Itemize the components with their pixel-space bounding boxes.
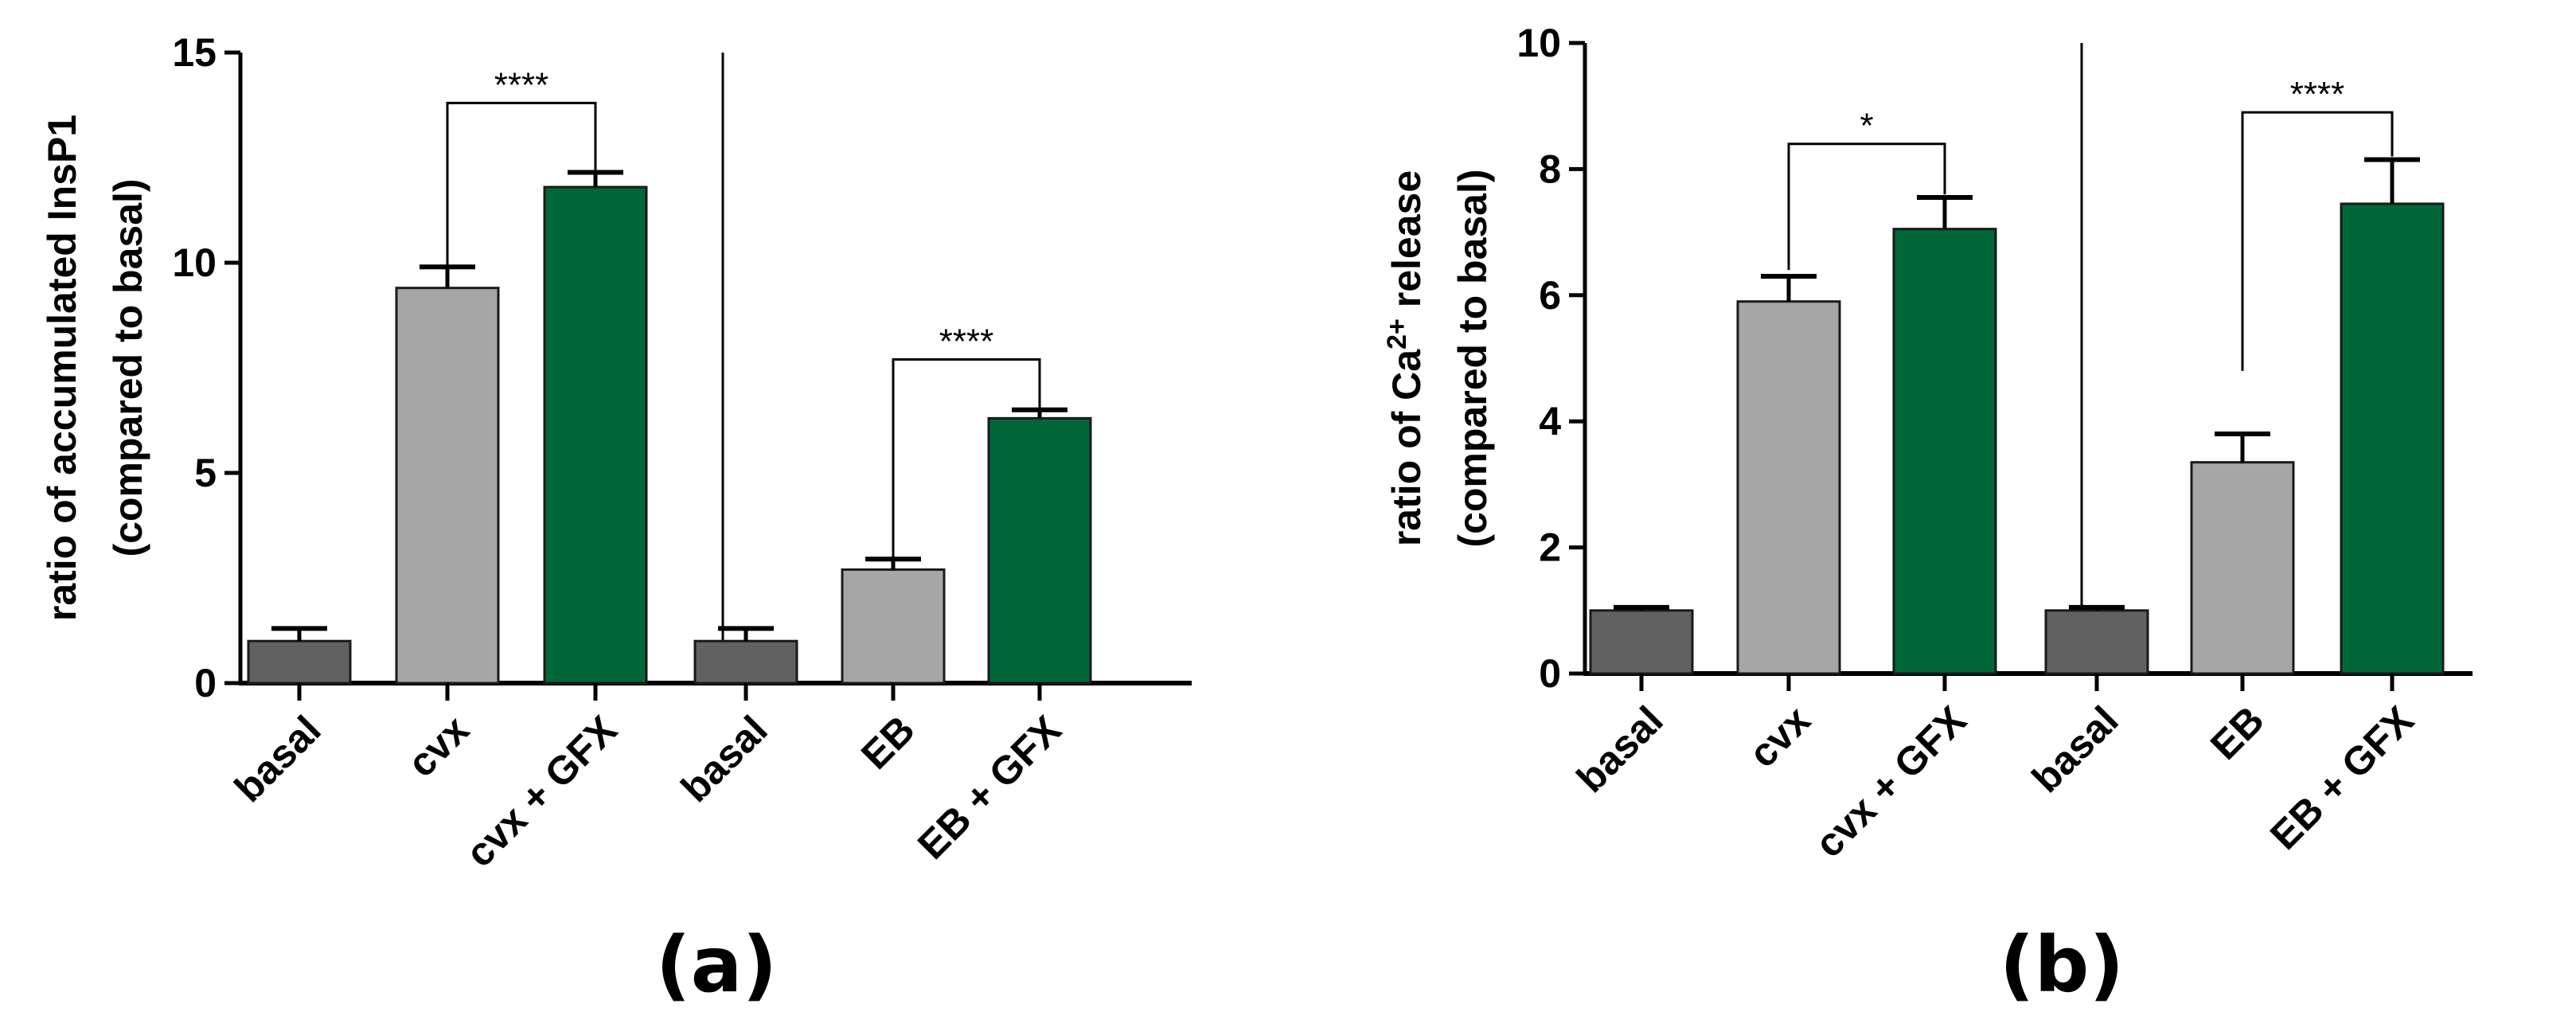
x-tick-label: cvx: [399, 707, 478, 786]
y-axis-title-line1: ratio of accumulated InsP1: [40, 115, 84, 621]
significance-bracket: [1787, 143, 1946, 271]
y-tick-label: 10: [172, 240, 217, 285]
y-tick-label: 4: [1539, 399, 1561, 443]
significance-label: ****: [2290, 75, 2345, 114]
y-axis-title-line2: (compared to basal): [1450, 169, 1495, 547]
x-tick-label: basal: [673, 707, 776, 810]
x-tick-label: cvx + GFX: [457, 707, 626, 876]
panel-label: (b): [2000, 920, 2124, 1010]
bar-6: [987, 416, 1092, 685]
x-tick-label: EB + GFX: [2262, 697, 2422, 858]
x-tick-label: EB: [853, 707, 923, 778]
bar-2: [1736, 300, 1841, 675]
significance-bracket: [892, 357, 1041, 557]
y-axis-title-line1: ratio of Ca2+ release: [1382, 170, 1429, 546]
significance-label: *: [1860, 107, 1873, 146]
y-tick-label: 0: [1539, 651, 1561, 696]
significance-label: ****: [939, 322, 994, 361]
bar-4: [2044, 609, 2149, 675]
y-tick-label: 2: [1539, 525, 1561, 570]
x-tick-label: EB: [2202, 697, 2273, 768]
panel-label: (a): [656, 920, 778, 1010]
y-axis-title-line2: (compared to basal): [106, 178, 150, 557]
significance-bracket: [446, 101, 597, 268]
y-tick-label: 5: [194, 451, 217, 495]
x-tick-label: EB + GFX: [909, 707, 1070, 868]
y-tick-label: 15: [172, 30, 217, 75]
x-tick-label: cvx + GFX: [1806, 697, 1975, 866]
x-tick-label: basal: [226, 707, 330, 810]
bar-6: [2340, 202, 2445, 675]
bar-3: [543, 186, 648, 685]
bar-1: [1589, 609, 1694, 675]
bar-1: [247, 639, 352, 685]
y-tick-label: 0: [194, 661, 217, 705]
significance-label: ****: [494, 65, 549, 104]
y-tick-label: 10: [1516, 21, 1561, 65]
significance-bracket: [2241, 111, 2394, 371]
bar-5: [841, 568, 946, 685]
x-tick-label: cvx: [1740, 697, 1819, 776]
bar-5: [2190, 461, 2295, 675]
bar-3: [1892, 228, 1997, 675]
x-tick-label: basal: [2024, 697, 2127, 801]
x-tick-label: basal: [1568, 697, 1672, 801]
bar-2: [395, 287, 500, 685]
y-tick-label: 8: [1539, 146, 1561, 191]
bar-4: [693, 639, 798, 685]
y-tick-label: 6: [1539, 273, 1561, 318]
